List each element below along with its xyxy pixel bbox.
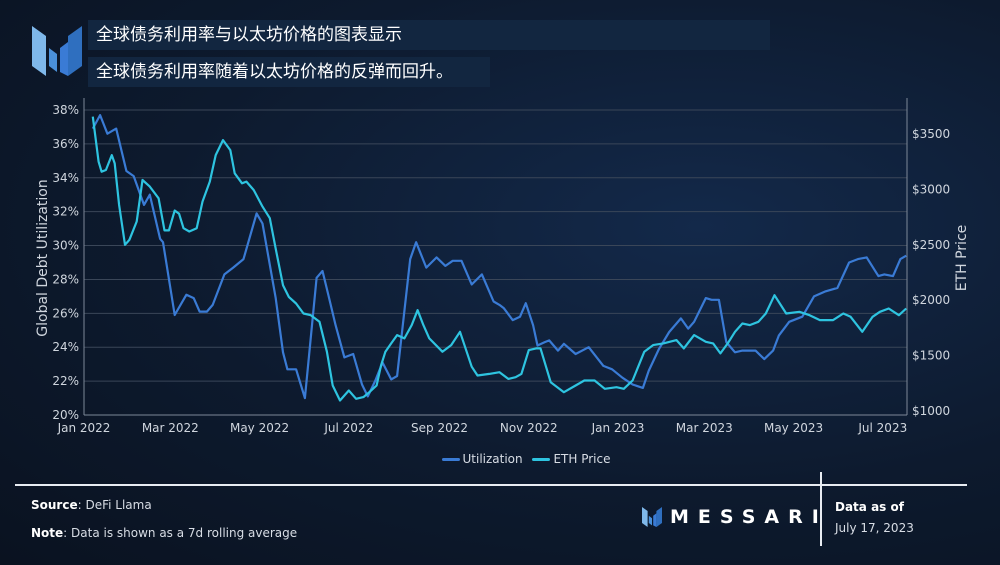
y-tick-label: 28% bbox=[52, 272, 79, 286]
legend: Utilization ETH Price bbox=[0, 452, 1000, 466]
note-value: : Data is shown as a 7d rolling average bbox=[63, 526, 298, 540]
y2-axis-title: ETH Price bbox=[954, 225, 970, 292]
data-as-of-date: July 17, 2023 bbox=[835, 521, 914, 535]
y-tick-label: 32% bbox=[52, 205, 79, 219]
legend-swatch-eth-price bbox=[532, 458, 551, 461]
x-tick-label: Mar 2023 bbox=[676, 421, 733, 435]
legend-swatch-utilization bbox=[441, 458, 460, 461]
x-tick-label: Jul 2023 bbox=[857, 421, 907, 435]
messari-brand: MESSARI bbox=[642, 506, 828, 528]
source-label: Source bbox=[31, 498, 78, 512]
y-tick-label: 20% bbox=[52, 408, 79, 422]
y2-tick-label: $2500 bbox=[912, 238, 950, 252]
messari-mark-icon bbox=[642, 507, 662, 527]
y-axis-title: Global Debt Utilization bbox=[35, 179, 51, 336]
series-line-eth-price bbox=[91, 116, 907, 402]
y-tick-label: 34% bbox=[52, 171, 79, 185]
data-as-of-label: Data as of bbox=[835, 500, 904, 514]
note-label: Note bbox=[31, 526, 64, 540]
y-tick-label: 26% bbox=[52, 306, 79, 320]
y-tick-label: 24% bbox=[52, 340, 79, 354]
footer-vertical-divider bbox=[820, 472, 822, 546]
y2-tick-label: $1500 bbox=[912, 349, 950, 363]
footer-divider bbox=[15, 484, 967, 486]
chart-title: 全球债务利用率与以太坊价格的图表显示 bbox=[88, 20, 770, 50]
x-tick-label: Sep 2022 bbox=[411, 421, 468, 435]
source-note: Source: DeFi Llama bbox=[31, 498, 152, 512]
messari-wordmark: MESSARI bbox=[670, 506, 828, 528]
y-tick-label: 22% bbox=[52, 374, 79, 388]
x-tick-label: May 2022 bbox=[230, 421, 289, 435]
x-tick-label: Jan 2022 bbox=[57, 421, 111, 435]
y2-tick-label: $2000 bbox=[912, 293, 950, 307]
x-tick-label: Mar 2022 bbox=[142, 421, 199, 435]
y2-tick-label: $1000 bbox=[912, 404, 950, 418]
y2-tick-label: $3500 bbox=[912, 127, 950, 141]
series-line-utilization bbox=[91, 114, 907, 400]
y-tick-label: 36% bbox=[52, 137, 79, 151]
legend-label-eth-price: ETH Price bbox=[553, 452, 611, 466]
x-tick-label: Jul 2022 bbox=[323, 421, 373, 435]
legend-label-utilization: Utilization bbox=[462, 452, 523, 466]
x-tick-label: May 2023 bbox=[764, 421, 823, 435]
chart-subtitle: 全球债务利用率随着以太坊价格的反弹而回升。 bbox=[88, 57, 490, 87]
data-note: Note: Data is shown as a 7d rolling aver… bbox=[31, 526, 297, 540]
y-tick-label: 30% bbox=[52, 239, 79, 253]
y-tick-label: 38% bbox=[52, 103, 79, 117]
messari-logo-icon bbox=[32, 26, 82, 76]
x-tick-label: Jan 2023 bbox=[591, 421, 645, 435]
y2-tick-label: $3000 bbox=[912, 182, 950, 196]
x-tick-label: Nov 2022 bbox=[500, 421, 558, 435]
source-value: : DeFi Llama bbox=[77, 498, 152, 512]
